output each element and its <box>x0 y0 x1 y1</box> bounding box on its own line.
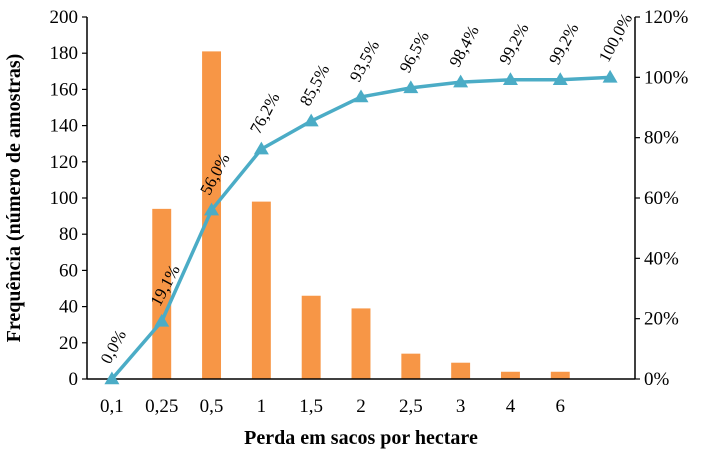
cumulative-marker <box>253 141 269 155</box>
y2-tick-label: 20% <box>644 309 679 330</box>
cumulative-data-label: 85,5% <box>296 61 333 109</box>
cumulative-data-label: 99,2% <box>495 20 532 68</box>
x-tick-label: 0,5 <box>200 396 224 417</box>
cumulative-marker <box>303 113 319 127</box>
x-tick-label: 0,25 <box>145 396 178 417</box>
x-tick-label: 1,5 <box>299 396 323 417</box>
cumulative-line-layer <box>104 69 618 385</box>
y-axis-title: Frequência (número de amostras) <box>3 54 25 343</box>
y-tick-label: 160 <box>50 79 79 100</box>
cumulative-data-label: 98,4% <box>445 22 482 70</box>
bar-1,5 <box>301 295 321 379</box>
y2-tick-label: 0% <box>644 369 670 390</box>
x-axis-title: Perda em sacos por hectare <box>244 427 478 449</box>
y2-tick-label: 80% <box>644 128 679 149</box>
y-tick-label: 140 <box>50 116 79 137</box>
x-tick-label: 1 <box>257 396 267 417</box>
cumulative-data-label: 93,5% <box>346 37 383 85</box>
cumulative-data-label: 76,2% <box>246 89 283 137</box>
bar-3 <box>451 362 471 379</box>
y-tick-label: 180 <box>50 43 79 64</box>
bars-layer <box>152 51 570 379</box>
cumulative-marker <box>602 69 618 83</box>
y2-tick-label: 60% <box>644 188 679 209</box>
x-tick-label: 2,5 <box>399 396 423 417</box>
cumulative-marker <box>154 313 170 327</box>
cumulative-marker <box>403 80 419 94</box>
cumulative-data-label: 96,5% <box>396 28 433 76</box>
y-tick-label: 80 <box>59 224 78 245</box>
bar-2 <box>351 308 371 379</box>
cumulative-marker <box>453 74 469 88</box>
y2-tick-label: 40% <box>644 248 679 269</box>
y-tick-label: 200 <box>50 7 79 28</box>
cumulative-marker <box>204 202 220 216</box>
y-tick-label: 0 <box>69 369 79 390</box>
y2-tick-label: 120% <box>644 7 689 28</box>
cumulative-marker <box>104 371 120 385</box>
bar-1 <box>251 201 271 379</box>
bar-0,25 <box>152 208 172 379</box>
cumulative-marker <box>502 72 518 85</box>
x-tick-label: 4 <box>506 396 516 417</box>
bar-2,5 <box>401 353 421 379</box>
bar-4 <box>500 371 520 379</box>
ticks-layer: 0 20 40 60 80 100 120 140 160 180 200 0% 20% 40% 60% 80… <box>50 7 689 417</box>
x-tick-label: 2 <box>356 396 366 417</box>
y-tick-label: 40 <box>59 297 78 318</box>
y-tick-label: 100 <box>50 188 79 209</box>
cumulative-data-label: 0,0% <box>97 327 130 367</box>
cumulative-marker <box>353 89 369 103</box>
cumulative-marker <box>552 72 568 85</box>
y-tick-label: 60 <box>59 260 78 281</box>
x-tick-label: 0,1 <box>100 396 124 417</box>
y2-tick-label: 100% <box>644 67 689 88</box>
y-tick-label: 20 <box>59 333 78 354</box>
cumulative-data-label: 100,0% <box>595 10 636 65</box>
bar-6 <box>550 371 570 379</box>
x-tick-label: 3 <box>456 396 466 417</box>
y-tick-label: 120 <box>50 152 79 173</box>
cumulative-data-label: 99,2% <box>545 20 582 68</box>
x-tick-label: 6 <box>556 396 566 417</box>
